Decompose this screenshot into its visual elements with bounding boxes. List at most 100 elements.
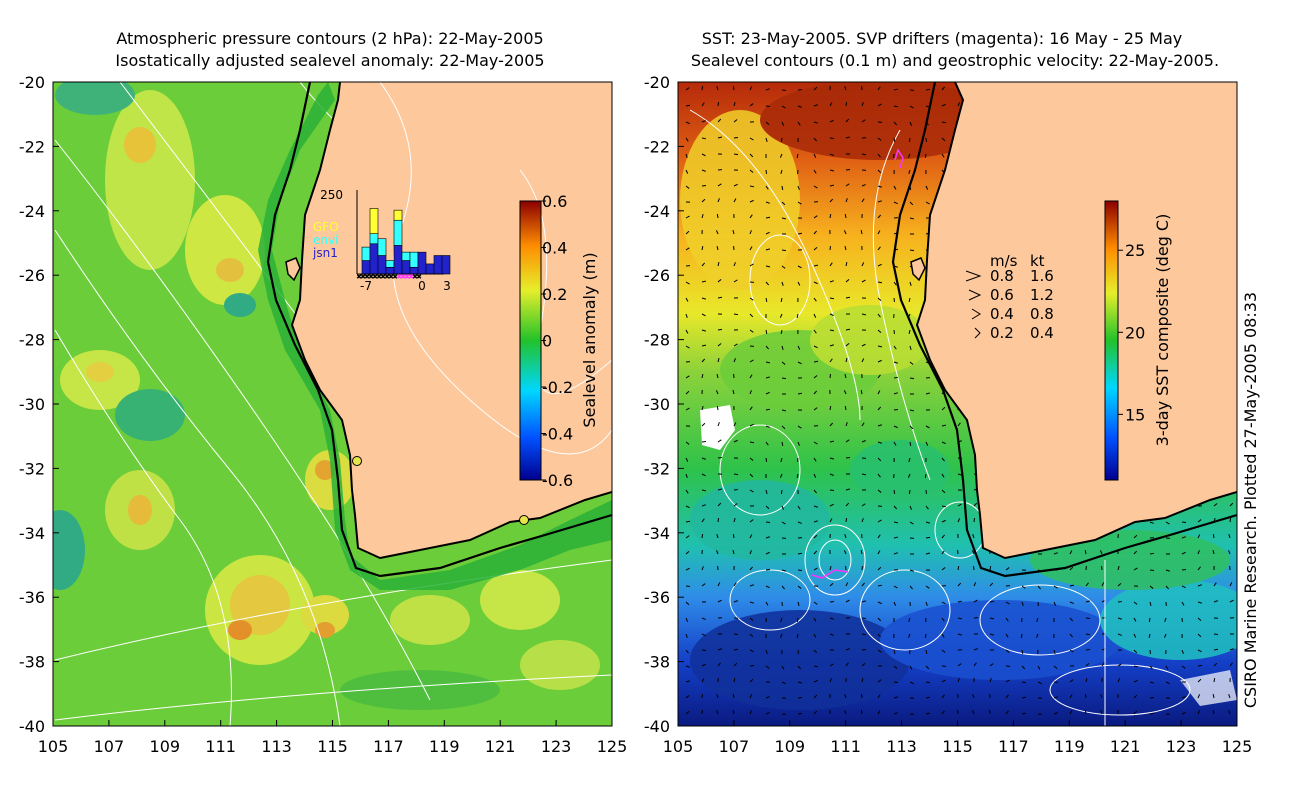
sla-colorbar-tick-label: 0 (542, 332, 552, 351)
y-tick-label: -32 (19, 459, 45, 478)
sst-colorbar-tick-label: 15 (1125, 405, 1145, 424)
y-tick-label: -38 (644, 653, 670, 672)
x-tick-label: 123 (1166, 737, 1197, 756)
velocity-arrow (1198, 665, 1202, 666)
x-tick-label: 125 (1222, 737, 1253, 756)
y-tick-label: -26 (644, 266, 670, 285)
x-tick-label: 107 (94, 737, 125, 756)
velocity-arrow (1085, 694, 1086, 698)
x-tick-label: 125 (597, 737, 628, 756)
x-tick-label: 117 (998, 737, 1029, 756)
inset-bar-jsn1 (362, 261, 370, 274)
velocity-arrow (925, 154, 926, 158)
velocity-arrow (1182, 569, 1186, 570)
velocity-arrow (702, 86, 703, 90)
y-tick-label: -38 (19, 653, 45, 672)
velocity-arrow (1021, 634, 1022, 638)
velocity-arrow (1149, 618, 1150, 622)
y-tick-label: -20 (644, 73, 670, 92)
x-tick-label: 123 (541, 737, 572, 756)
velocity-arrow (909, 490, 910, 494)
velocity-row-kt: 1.6 (1030, 267, 1054, 285)
velocity-arrow (718, 329, 722, 330)
y-tick-label: -40 (19, 717, 45, 736)
velocity-arrow (925, 474, 926, 478)
inset-bar-envi (378, 239, 386, 256)
velocity-arrow (1213, 534, 1214, 538)
y-tick-label: -26 (19, 266, 45, 285)
velocity-arrow (894, 377, 898, 378)
x-tick-label: 121 (485, 737, 516, 756)
credit-text: CSIRO Marine Research. Plotted 27-May-20… (1241, 292, 1260, 708)
velocity-arrow (862, 618, 866, 619)
velocity-arrow (734, 474, 738, 475)
x-tick-label: 115 (942, 737, 973, 756)
velocity-arrow (910, 442, 911, 446)
velocity-arrow (1085, 710, 1086, 714)
velocity-arrow (861, 694, 862, 698)
velocity-arrow (1230, 518, 1231, 522)
velocity-arrow (734, 154, 738, 155)
velocity-arrow (734, 634, 738, 635)
x-tick-label: 109 (775, 737, 806, 756)
velocity-row-kt: 1.2 (1030, 286, 1054, 304)
sst-map: SST: 23-May-2005. SVP drifters (magenta)… (644, 29, 1260, 756)
velocity-arrow (1214, 678, 1215, 682)
sla-colorbar-label: Sealevel anomaly (m) (580, 252, 599, 427)
velocity-arrow (798, 553, 802, 554)
y-tick-label: -28 (19, 331, 45, 350)
velocity-arrow (782, 378, 786, 379)
y-tick-label: -30 (644, 395, 670, 414)
velocity-arrow (718, 297, 722, 298)
inset-ytick-label: 250 (320, 188, 343, 202)
sla-colorbar (520, 201, 541, 480)
velocity-arrow (910, 250, 914, 251)
velocity-arrow (830, 374, 831, 378)
left-title-line2: Isostatically adjusted sealevel anomaly:… (115, 51, 544, 70)
sla-colorbar-tick-label: 0.2 (542, 285, 567, 304)
velocity-arrow (846, 518, 847, 522)
right-title-line1: SST: 23-May-2005. SVP drifters (magenta)… (702, 29, 1182, 48)
inset-bar-envi (402, 252, 410, 260)
velocity-arrow (702, 650, 706, 651)
inset-bar-jsn1 (426, 264, 434, 274)
velocity-arrow (861, 710, 862, 714)
inset-bar-jsn1 (394, 245, 402, 274)
velocity-row-ms: 0.8 (990, 267, 1014, 285)
sla-colorbar-tick-label: -0.6 (542, 471, 573, 490)
y-tick-label: -24 (644, 202, 670, 221)
inset-bar-jsn1 (442, 256, 450, 274)
velocity-arrow (766, 170, 767, 174)
y-tick-label: -34 (644, 524, 670, 543)
sla-colorbar-tick-label: -0.4 (542, 425, 573, 444)
y-tick-label: -22 (19, 137, 45, 156)
inset-bar-jsn1 (434, 256, 442, 274)
velocity-arrow (717, 214, 718, 218)
y-tick-label: -40 (644, 717, 670, 736)
velocity-arrow (894, 490, 895, 494)
velocity-arrow (909, 138, 910, 142)
y-tick-label: -20 (19, 73, 45, 92)
x-tick-label: 115 (317, 737, 348, 756)
inset-bar-jsn1 (418, 252, 426, 274)
velocity-arrow (974, 518, 975, 522)
x-tick-label: 113 (886, 737, 917, 756)
x-tick-label: 105 (663, 737, 694, 756)
velocity-arrow (910, 378, 914, 379)
velocity-arrow (798, 697, 802, 698)
velocity-arrow (798, 713, 802, 714)
y-tick-label: -30 (19, 395, 45, 414)
x-tick-label: 121 (1110, 737, 1141, 756)
x-tick-label: 105 (38, 737, 69, 756)
inset-bar-envi (362, 247, 370, 260)
inset-xtick-min: -7 (360, 279, 372, 293)
sst-colorbar-tick-label: 20 (1125, 323, 1145, 342)
inset-legend-envi: envi (313, 233, 338, 247)
velocity-arrow (781, 490, 782, 494)
x-tick-label: 119 (429, 737, 460, 756)
velocity-arrow (734, 314, 738, 315)
velocity-arrow (846, 457, 850, 458)
velocity-arrow (958, 566, 959, 570)
velocity-arrow (718, 518, 719, 522)
